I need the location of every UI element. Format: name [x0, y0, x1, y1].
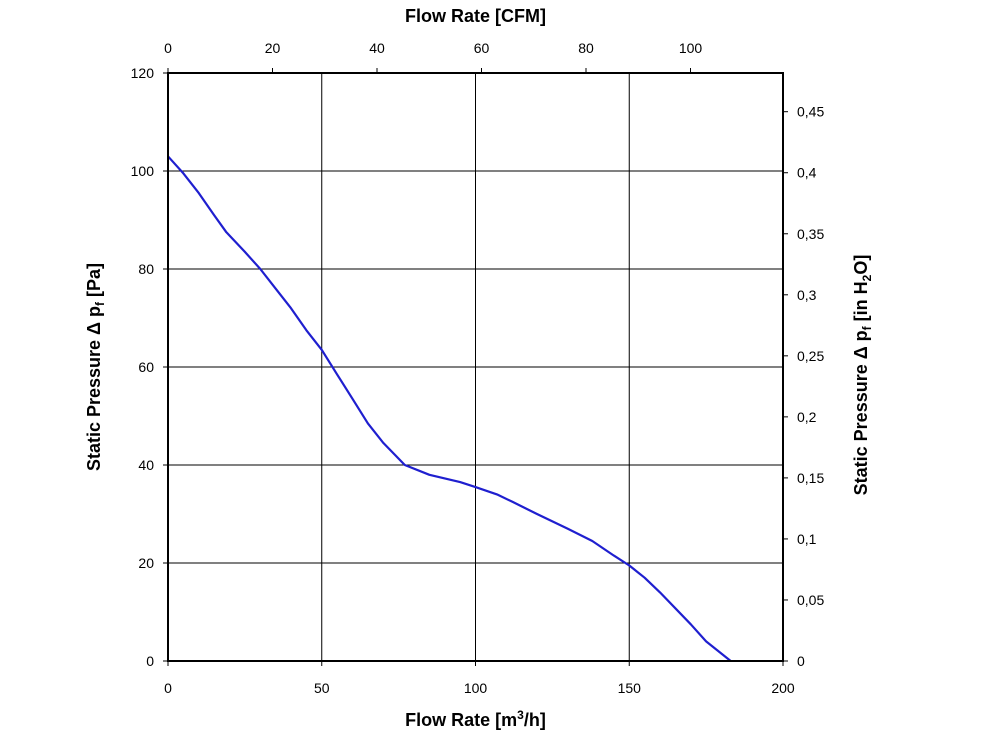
series-layer [167, 155, 732, 662]
y-axis-right-title: Static Pressure Δ pf [in H2O] [851, 255, 874, 496]
y-axis-right-title-sub: f [860, 325, 874, 330]
x-bottom-tick-label: 100 [464, 680, 488, 696]
y-left-tick-label: 60 [138, 359, 154, 375]
y-axis-right-title-post: O] [851, 255, 871, 275]
pressure-curve-line [167, 155, 732, 662]
y-left-tick-label: 80 [138, 261, 154, 277]
grid-lines [168, 73, 783, 661]
y-left-tick-label: 40 [138, 457, 154, 473]
x-bottom-tick-label: 0 [164, 680, 172, 696]
y-right-tick-label: 0,05 [797, 592, 824, 608]
y-axis-left-title-sub: f [93, 301, 107, 306]
y-right-tick-label: 0 [797, 653, 805, 669]
x-top-tick-label: 80 [578, 40, 594, 56]
y-right-tick-label: 0,25 [797, 348, 824, 364]
x-axis-bottom-title-pre: Flow Rate [m [405, 710, 517, 730]
y-axis-right-title-mid: [in H [851, 281, 871, 326]
y-axis-left-title: Static Pressure Δ pf [Pa] [84, 263, 107, 471]
x-top-tick-label: 100 [679, 40, 703, 56]
y-axis-left-title-pre: Static Pressure Δ p [84, 306, 104, 471]
y-left-tick-label: 20 [138, 555, 154, 571]
x-top-tick-label: 0 [164, 40, 172, 56]
y-left-tick-label: 120 [131, 65, 155, 81]
axis-ticks [163, 68, 788, 666]
y-right-tick-label: 0,2 [797, 409, 817, 425]
x-top-tick-label: 40 [369, 40, 385, 56]
y-left-tick-label: 0 [146, 653, 154, 669]
y-right-tick-label: 0,15 [797, 470, 824, 486]
x-bottom-tick-label: 200 [771, 680, 795, 696]
y-axis-right-title-sub2: 2 [860, 274, 874, 281]
y-left-tick-label: 100 [131, 163, 155, 179]
x-axis-top-title: Flow Rate [CFM] [405, 6, 546, 26]
y-right-tick-label: 0,45 [797, 104, 824, 120]
y-right-tick-label: 0,35 [797, 226, 824, 242]
y-right-tick-label: 0,4 [797, 165, 817, 181]
x-bottom-tick-label: 150 [618, 680, 642, 696]
x-axis-bottom-title: Flow Rate [m3/h] [405, 708, 546, 730]
y-right-tick-label: 0,3 [797, 287, 817, 303]
x-axis-bottom-title-sup: 3 [517, 708, 524, 722]
y-right-tick-label: 0,1 [797, 531, 817, 547]
x-axis-bottom-title-post: /h] [524, 710, 546, 730]
x-top-tick-label: 20 [265, 40, 281, 56]
x-top-tick-label: 60 [474, 40, 490, 56]
y-axis-left-title-post: [Pa] [84, 263, 104, 302]
y-axis-right-title-pre: Static Pressure Δ p [851, 330, 871, 495]
x-bottom-tick-label: 50 [314, 680, 330, 696]
